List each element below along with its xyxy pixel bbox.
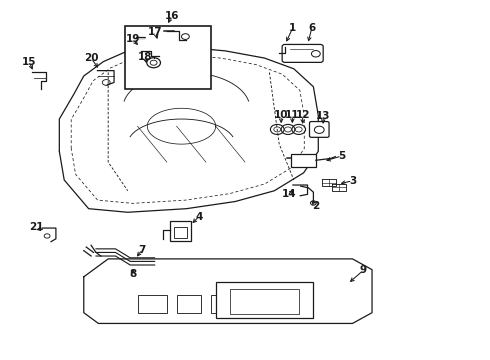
Text: 17: 17 (148, 27, 163, 37)
Bar (173, 227, 187, 238)
Text: 4: 4 (196, 212, 203, 221)
Bar (138, 295, 167, 313)
Text: 5: 5 (338, 151, 345, 161)
Bar (125, 26, 211, 89)
Text: 8: 8 (129, 269, 136, 279)
Text: 1: 1 (289, 23, 296, 33)
Text: 6: 6 (308, 23, 316, 33)
Bar (211, 295, 235, 313)
FancyBboxPatch shape (310, 122, 329, 137)
Text: 19: 19 (125, 34, 140, 44)
Text: 10: 10 (274, 111, 289, 121)
FancyBboxPatch shape (282, 44, 323, 62)
Bar (216, 282, 314, 318)
Bar (170, 221, 191, 241)
Bar (176, 295, 201, 313)
Text: 16: 16 (165, 11, 179, 21)
Text: 9: 9 (360, 265, 367, 275)
Text: 13: 13 (316, 111, 330, 121)
Text: 2: 2 (312, 201, 319, 211)
Bar (292, 154, 316, 167)
Text: 3: 3 (349, 176, 356, 186)
Text: 11: 11 (285, 111, 300, 121)
Text: 18: 18 (138, 52, 152, 62)
Text: 20: 20 (84, 53, 98, 63)
Text: 15: 15 (22, 57, 36, 67)
Text: 7: 7 (139, 244, 146, 255)
Text: 21: 21 (29, 222, 44, 231)
Text: 12: 12 (295, 111, 310, 121)
Text: 14: 14 (282, 189, 296, 199)
Bar (230, 289, 299, 315)
